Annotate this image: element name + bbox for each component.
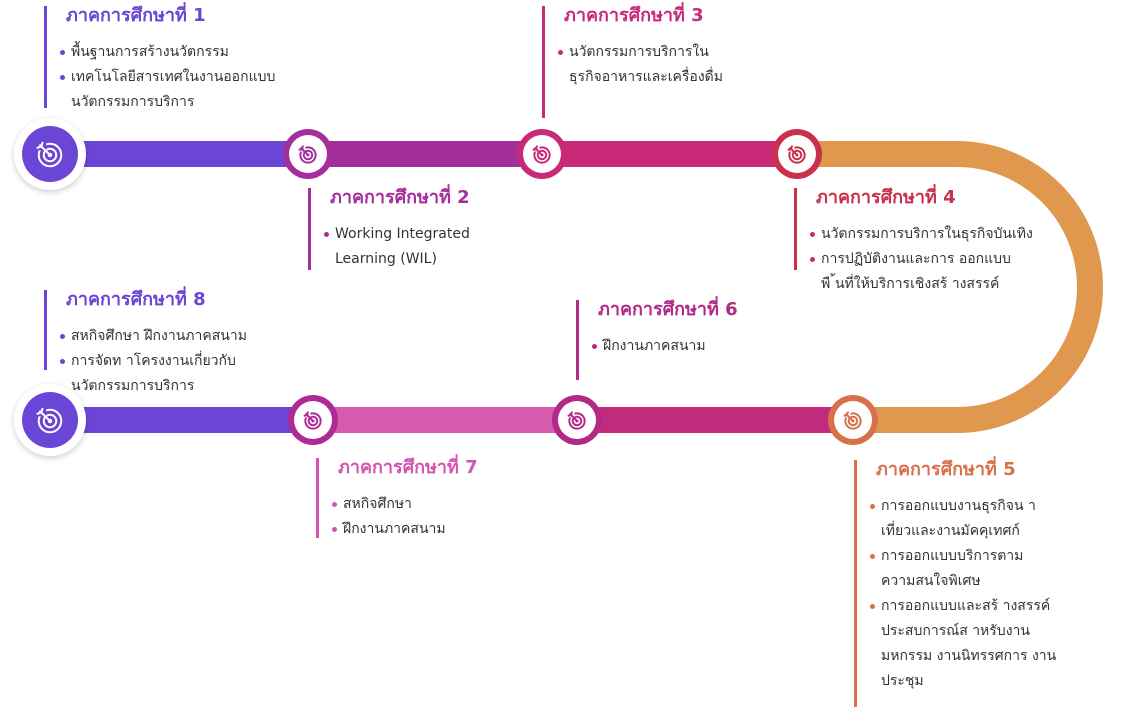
- icon-ring: [304, 412, 322, 430]
- semester-title: ภาคการศึกษาที่ 2: [330, 187, 470, 208]
- list-item: เทคโนโลยีสารเทศในงานออกแบบนวัตกรรมการบริ…: [59, 65, 276, 115]
- icon-arrow-tail: [787, 145, 793, 151]
- item-line: พื ้นที่ให้บริการเชิงสร้ างสรรค์: [821, 276, 1000, 292]
- node: [14, 118, 86, 190]
- icon-ring: [568, 412, 586, 430]
- icon-ring: [788, 146, 806, 164]
- item-line: การจัดท าโครงงานเกี่ยวกับ: [71, 353, 236, 369]
- icon-ring: [533, 146, 551, 164]
- list-item: นวัตกรรมการบริการในธุรกิจบันเทิง: [810, 222, 1033, 247]
- semester-title: ภาคการศึกษาที่ 7: [338, 457, 478, 478]
- item-line: การออกแบบและสร้ างสรรค์: [881, 598, 1051, 614]
- semester-block: ภาคการศึกษาที่ 3 นวัตกรรมการบริการในธุรกิ…: [542, 5, 723, 118]
- list-item: Working Integrated Learning (WIL): [324, 222, 470, 272]
- track-segment: [797, 141, 1103, 433]
- track: [50, 141, 1103, 433]
- icon-ring: [42, 147, 58, 163]
- item-line: ความสนใจพิเศษ: [881, 573, 981, 589]
- item-line: การออกแบบบริการตาม: [881, 548, 1024, 564]
- icon-ring: [791, 149, 803, 161]
- item-line: นวัตกรรมการบริการใน: [569, 44, 709, 60]
- icon-ring: [844, 412, 862, 430]
- node: [288, 395, 338, 445]
- item-line: สหกิจศึกษา ฝึกงานภาคสนาม: [71, 328, 247, 344]
- nodes: [14, 118, 878, 456]
- list-item: ฝึกงานภาคสนาม: [332, 517, 446, 542]
- item-list: Working Integrated Learning (WIL): [324, 222, 470, 272]
- icon-ring: [299, 146, 317, 164]
- item-line: สหกิจศึกษา: [343, 496, 412, 512]
- semester-block: ภาคการศึกษาที่ 8 สหกิจศึกษา ฝึกงานภาคสนาม…: [44, 289, 247, 394]
- item-line: มหกรรม งานนิทรรศการ งาน: [881, 648, 1057, 664]
- item-line: ประชุม: [881, 673, 924, 689]
- semester-title: ภาคการศึกษาที่ 5: [876, 459, 1016, 480]
- item-list: นวัตกรรมการบริการในธุรกิจบันเทิงการปฏิบั…: [810, 222, 1033, 297]
- icon-arrow-tail: [843, 411, 849, 417]
- item-list: การออกแบบงานธุรกิจน าเที่ยวและงานมัคคุเท…: [869, 494, 1057, 694]
- item-line: การออกแบบงานธุรกิจน า: [881, 498, 1036, 514]
- item-line: ธุรกิจอาหารและเครื่องดื่ม: [569, 69, 723, 85]
- icon-arrow-tail: [532, 145, 538, 151]
- list-item: สหกิจศึกษา ฝึกงานภาคสนาม: [60, 324, 247, 349]
- semester-block: ภาคการศึกษาที่ 6 ฝึกงานภาคสนาม: [576, 299, 738, 380]
- semester-title: ภาคการศึกษาที่ 1: [66, 5, 206, 26]
- item-line: เที่ยวและงานมัคคุเทศก์: [881, 523, 1020, 539]
- list-item: สหกิจศึกษา: [332, 492, 446, 517]
- semester-title: ภาคการศึกษาที่ 3: [564, 5, 704, 26]
- node: [552, 395, 602, 445]
- semester-title: ภาคการศึกษาที่ 6: [598, 299, 738, 320]
- semester-title: ภาคการศึกษาที่ 4: [816, 187, 956, 208]
- icon-ring: [42, 413, 58, 429]
- node: [828, 395, 878, 445]
- item-list: สหกิจศึกษาฝึกงานภาคสนาม: [332, 492, 446, 542]
- icon-ring: [37, 408, 63, 434]
- icon-ring: [847, 415, 859, 427]
- icon-arrow-tail: [303, 411, 309, 417]
- icon-ring: [37, 142, 63, 168]
- item-line: นวัตกรรมการบริการ: [71, 94, 195, 110]
- list-item: ฝึกงานภาคสนาม: [592, 334, 706, 359]
- item-list: ฝึกงานภาคสนาม: [592, 334, 706, 359]
- item-line: การปฏิบัติงานและการ ออกแบบ: [821, 251, 1011, 267]
- icon-ring: [307, 415, 319, 427]
- list-item: การจัดท าโครงงานเกี่ยวกับนวัตกรรมการบริก…: [60, 349, 247, 399]
- icon-arrow-tail: [298, 145, 304, 151]
- item-line: ประสบการณ์ส าหรับงาน: [881, 623, 1030, 639]
- icon-ring: [571, 415, 583, 427]
- item-line: นวัตกรรมการบริการ: [71, 378, 195, 394]
- list-item: นวัตกรรมการบริการในธุรกิจอาหารและเครื่อง…: [558, 40, 723, 90]
- list-item: การปฏิบัติงานและการ ออกแบบพื ้นที่ให้บริ…: [810, 247, 1033, 297]
- item-list: สหกิจศึกษา ฝึกงานภาคสนามการจัดท าโครงงาน…: [60, 324, 247, 399]
- icon-ring: [536, 149, 548, 161]
- item-line: นวัตกรรมการบริการในธุรกิจบันเทิง: [821, 226, 1033, 242]
- item-line: Working Integrated: [335, 226, 470, 242]
- icon-ring: [302, 149, 314, 161]
- node: [283, 129, 333, 179]
- item-line: Learning (WIL): [335, 251, 437, 267]
- list-item: พื้นฐานการสร้างนวัตกรรม: [59, 40, 275, 65]
- item-list: นวัตกรรมการบริการในธุรกิจอาหารและเครื่อง…: [558, 40, 723, 90]
- semester-block: ภาคการศึกษาที่ 4 นวัตกรรมการบริการในธุรกิ…: [794, 187, 1033, 292]
- node: [517, 129, 567, 179]
- list-item: การออกแบบงานธุรกิจน าเที่ยวและงานมัคคุเท…: [869, 494, 1056, 544]
- icon-arrow-tail: [567, 411, 573, 417]
- icon-arrow-tail: [36, 141, 44, 149]
- semester-block: ภาคการศึกษาที่ 5 การออกแบบงานธุรกิจน าเที…: [854, 459, 1056, 707]
- semester-block: ภาคการศึกษาที่ 2 Working Integrated Learni…: [308, 187, 470, 270]
- item-list: พื้นฐานการสร้างนวัตกรรมเทคโนโลยีสารเทศใน…: [59, 40, 276, 115]
- node: [14, 384, 86, 456]
- item-line: ฝึกงานภาคสนาม: [343, 521, 446, 537]
- node: [772, 129, 822, 179]
- semester-block: ภาคการศึกษาที่ 1 พื้นฐานการสร้างนวัตกรรมเ…: [44, 5, 275, 110]
- semester-title: ภาคการศึกษาที่ 8: [66, 289, 206, 310]
- semester-block: ภาคการศึกษาที่ 7 สหกิจศึกษาฝึกงานภาคสนาม: [316, 457, 478, 538]
- list-item: การออกแบบบริการตามความสนใจพิเศษ: [869, 544, 1056, 594]
- icon-arrow-tail: [36, 407, 44, 415]
- item-line: เทคโนโลยีสารเทศในงานออกแบบ: [71, 69, 276, 85]
- item-line: ฝึกงานภาคสนาม: [603, 338, 706, 354]
- item-line: พื้นฐานการสร้างนวัตกรรม: [71, 44, 229, 60]
- list-item: การออกแบบและสร้ างสรรค์ประสบการณ์ส าหรับ…: [869, 594, 1057, 694]
